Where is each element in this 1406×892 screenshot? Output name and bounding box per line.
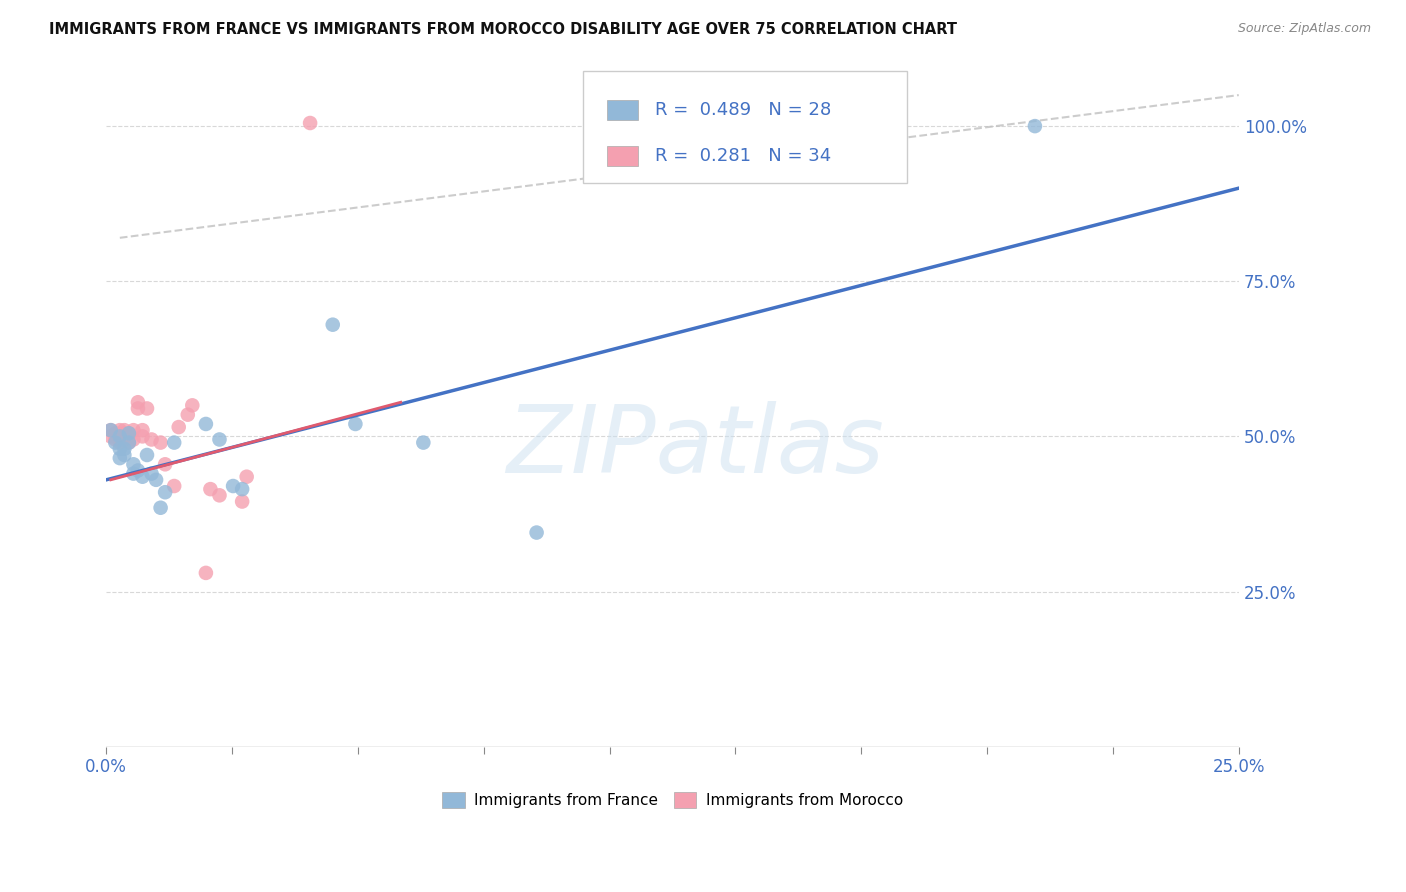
Point (100, 429, 122, 443)
Point (136, 448, 159, 462)
Point (112, 433, 135, 447)
Point (181, 398, 204, 412)
Point (118, 435, 141, 450)
Point (108, 433, 131, 447)
Point (108, 423, 131, 437)
Point (167, 420, 190, 434)
Point (222, 479, 245, 493)
Point (163, 479, 186, 493)
Point (127, 463, 149, 477)
Text: Source: ZipAtlas.com: Source: ZipAtlas.com (1237, 22, 1371, 36)
Point (141, 467, 163, 481)
Point (108, 429, 131, 443)
Point (112, 448, 135, 462)
Point (153, 458, 176, 472)
Legend: Immigrants from France, Immigrants from Morocco: Immigrants from France, Immigrants from … (436, 786, 908, 814)
Point (122, 458, 145, 472)
Point (131, 469, 153, 483)
Point (127, 395, 149, 409)
Text: ZIPatlas: ZIPatlas (506, 401, 884, 491)
Point (100, 423, 122, 437)
Point (104, 435, 127, 450)
Point (112, 423, 135, 437)
Point (112, 442, 135, 456)
Text: R =  0.281   N = 34: R = 0.281 N = 34 (655, 147, 831, 165)
Point (122, 467, 145, 481)
Point (344, 417, 367, 431)
Point (141, 433, 163, 447)
Point (153, 485, 176, 500)
Point (526, 525, 548, 540)
Point (122, 433, 145, 447)
Point (322, 318, 344, 332)
Point (208, 433, 231, 447)
Point (112, 426, 135, 441)
Point (118, 426, 141, 441)
Point (122, 423, 145, 437)
Point (127, 401, 149, 416)
Point (118, 426, 141, 441)
Point (194, 417, 217, 431)
Point (299, 116, 322, 130)
Point (235, 469, 257, 483)
Point (131, 429, 153, 443)
Point (194, 566, 217, 580)
Point (108, 451, 131, 466)
Point (131, 423, 153, 437)
Text: R =  0.489   N = 28: R = 0.489 N = 28 (655, 101, 831, 119)
Point (136, 401, 159, 416)
Point (208, 488, 231, 502)
Point (104, 433, 127, 447)
Point (118, 435, 141, 450)
Point (108, 435, 131, 450)
Point (100, 423, 122, 437)
Point (118, 429, 141, 443)
Point (149, 500, 172, 515)
Point (145, 473, 167, 487)
Point (231, 494, 253, 508)
Point (163, 435, 186, 450)
Point (412, 435, 434, 450)
Point (108, 442, 131, 456)
Point (149, 435, 172, 450)
Text: IMMIGRANTS FROM FRANCE VS IMMIGRANTS FROM MOROCCO DISABILITY AGE OVER 75 CORRELA: IMMIGRANTS FROM FRANCE VS IMMIGRANTS FRO… (49, 22, 957, 37)
Point (177, 408, 200, 422)
Point (1024, 119, 1046, 133)
Point (231, 482, 253, 496)
Point (104, 426, 127, 441)
Point (200, 482, 222, 496)
Point (108, 429, 131, 443)
